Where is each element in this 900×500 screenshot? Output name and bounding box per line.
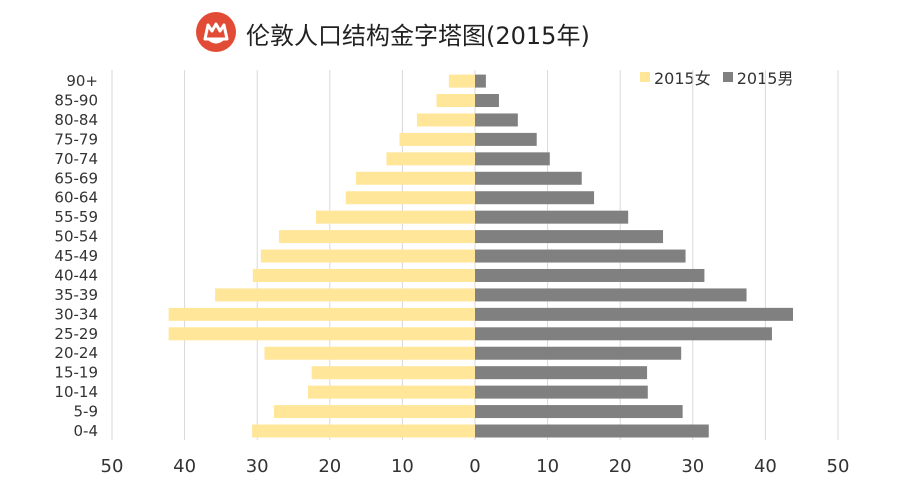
bar-male-90+ [475,74,486,88]
y-tick-label-80-84: 80-84 [54,111,98,129]
bar-female-70-74 [386,152,475,166]
y-tick-label-30-34: 30-34 [54,305,98,323]
bar-male-55-59 [475,210,629,224]
bar-female-65-69 [355,171,475,185]
x-tick-label-9: 40 [754,456,777,477]
y-tick-label-25-29: 25-29 [54,325,98,343]
bar-male-45-49 [475,249,686,263]
bar-female-60-64 [345,191,475,205]
bar-male-20-24 [475,346,682,360]
legend-swatch-female [640,72,650,82]
x-tick-label-3: 20 [318,456,341,477]
y-tick-label-60-64: 60-64 [54,189,98,207]
y-tick-label-85-90: 85-90 [54,92,98,110]
bar-female-80-84 [416,113,475,127]
y-tick-label-35-39: 35-39 [54,286,98,304]
bar-female-30-34 [168,307,476,321]
x-tick-label-6: 10 [536,456,559,477]
bar-male-50-54 [475,230,664,244]
bar-male-80-84 [475,113,518,127]
title-row: 伦敦人口结构金字塔图(2015年) [0,8,900,54]
bar-male-10-14 [475,385,648,399]
bar-female-15-19 [311,366,475,380]
bar-female-45-49 [260,249,475,263]
chart-title: 伦敦人口结构金字塔图(2015年) [246,22,590,50]
y-tick-label-5-9: 5-9 [74,403,99,421]
y-tick-label-90+: 90+ [66,72,98,90]
bar-female-55-59 [316,210,475,224]
bar-male-15-19 [475,366,648,380]
y-tick-label-45-49: 45-49 [54,247,98,265]
x-tick-label-4: 10 [391,456,414,477]
bar-female-35-39 [215,288,476,302]
bar-female-0-4 [252,424,475,438]
brand-logo-icon [196,12,236,52]
x-tick-label-2: 30 [246,456,269,477]
bar-male-5-9 [475,405,683,419]
bar-female-20-24 [264,346,475,360]
bar-male-85-90 [475,94,499,108]
bar-male-0-4 [475,424,709,438]
y-tick-label-15-19: 15-19 [54,364,98,382]
x-tick-label-5: 0 [469,456,480,477]
bar-female-90+ [448,74,475,88]
bar-male-40-44 [475,268,705,282]
bar-female-25-29 [168,327,476,341]
bar-male-70-74 [475,152,550,166]
x-tick-label-7: 20 [609,456,632,477]
bar-male-75-79 [475,132,537,146]
bar-male-60-64 [475,191,595,205]
x-tick-label-8: 30 [681,456,704,477]
y-tick-label-70-74: 70-74 [54,150,98,168]
bar-female-75-79 [399,132,475,146]
x-tick-label-0: 50 [101,456,124,477]
y-tick-label-65-69: 65-69 [54,169,98,187]
bar-male-35-39 [475,288,747,302]
bar-male-25-29 [475,327,772,341]
y-tick-label-0-4: 0-4 [74,422,99,440]
y-tick-label-55-59: 55-59 [54,208,98,226]
legend-item-female: 2015女 [640,65,711,89]
bar-female-50-54 [278,230,475,244]
x-tick-label-10: 50 [827,456,850,477]
y-tick-label-75-79: 75-79 [54,130,98,148]
y-tick-label-20-24: 20-24 [54,344,98,362]
bar-female-10-14 [308,385,475,399]
legend-label-female: 2015女 [654,69,711,88]
bar-female-5-9 [273,405,475,419]
y-tick-label-50-54: 50-54 [54,228,98,246]
y-tick-label-10-14: 10-14 [54,383,98,401]
bar-female-85-90 [436,94,475,108]
bar-male-65-69 [475,171,582,185]
x-tick-label-1: 40 [173,456,196,477]
bar-male-30-34 [475,307,793,321]
y-tick-label-40-44: 40-44 [54,266,98,284]
legend-swatch-male [722,72,733,82]
bar-female-40-44 [252,268,475,282]
